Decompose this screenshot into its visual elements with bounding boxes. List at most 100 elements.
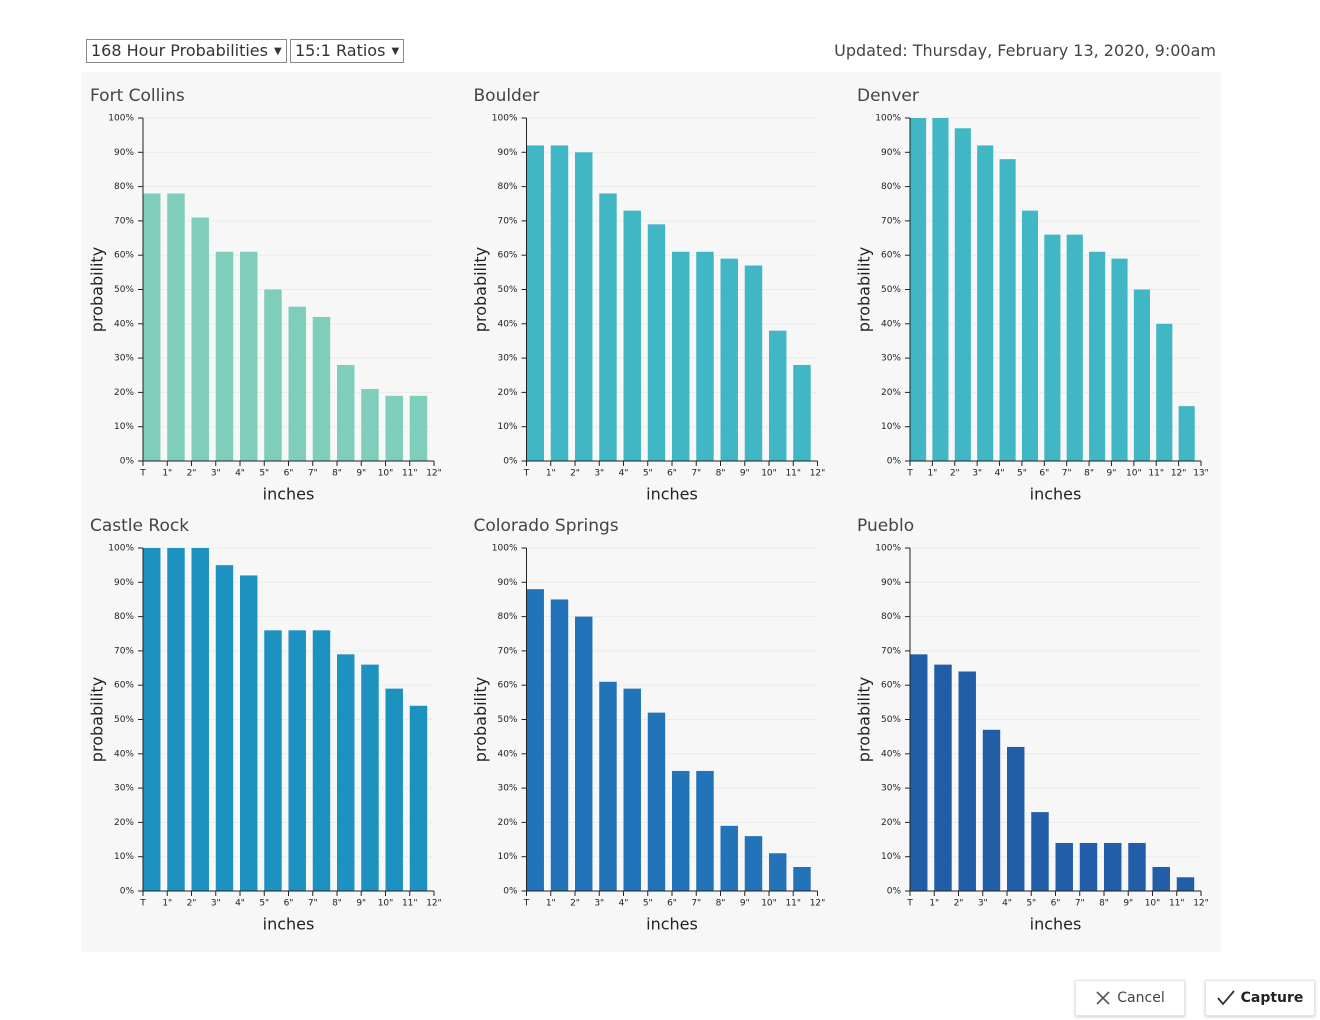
bar	[264, 630, 282, 891]
period-dropdown[interactable]: 168 Hour Probabilities ▼	[86, 39, 287, 63]
bar	[1021, 210, 1039, 461]
x-tick-label: 8"	[332, 469, 342, 479]
x-tick-label: 9"	[1123, 899, 1133, 909]
bar	[672, 770, 690, 891]
ratio-dropdown[interactable]: 15:1 Ratios ▼	[290, 39, 405, 63]
y-tick-label: 20%	[114, 818, 134, 828]
y-tick-label: 10%	[497, 852, 517, 862]
y-axis-label: probability	[855, 677, 874, 762]
capture-icon	[1216, 990, 1235, 1006]
x-axis-label: inches	[1030, 915, 1082, 934]
bar	[575, 152, 593, 462]
x-tick-label: 1"	[546, 899, 556, 909]
chart-title: Castle Rock	[90, 516, 189, 536]
x-tick-label: 2"	[187, 469, 197, 479]
x-tick-label: 12"	[426, 469, 442, 479]
x-tick-label: 5"	[1017, 469, 1027, 479]
bar	[1007, 746, 1025, 891]
bar	[1178, 406, 1195, 461]
bar	[769, 853, 787, 891]
bar	[599, 193, 617, 461]
bar	[769, 330, 787, 461]
bar	[337, 364, 355, 461]
x-tick-label: 6"	[284, 899, 294, 909]
x-axis-label: inches	[263, 915, 315, 934]
bar	[672, 251, 690, 461]
bar	[361, 388, 379, 461]
x-tick-label: 5"	[259, 469, 269, 479]
y-tick-label: 90%	[497, 148, 517, 158]
y-tick-label: 30%	[114, 354, 134, 364]
y-tick-label: 80%	[881, 612, 901, 622]
bar	[361, 664, 379, 891]
x-tick-label: 10"	[378, 469, 394, 479]
x-tick-label: 13"	[1193, 469, 1209, 479]
bar	[1079, 842, 1098, 891]
capture-button[interactable]: Capture	[1205, 980, 1315, 1016]
x-tick-label: 7"	[691, 899, 701, 909]
bar	[982, 729, 1001, 891]
bar	[1152, 866, 1170, 891]
bar	[1133, 289, 1150, 461]
x-tick-label: 9"	[740, 899, 750, 909]
y-tick-label: 40%	[114, 319, 134, 329]
x-tick-label: 5"	[259, 899, 269, 909]
x-tick-label: 7"	[1062, 469, 1072, 479]
x-tick-label: 7"	[308, 469, 318, 479]
y-tick-label: 0%	[120, 887, 135, 897]
y-tick-label: 0%	[503, 457, 518, 467]
bar	[999, 159, 1016, 461]
y-tick-label: 20%	[497, 388, 517, 398]
x-tick-label: 1"	[929, 899, 939, 909]
x-tick-label: 8"	[1099, 899, 1109, 909]
bar	[264, 289, 282, 461]
bar	[934, 664, 952, 891]
bar	[1156, 323, 1173, 461]
y-tick-label: 90%	[881, 148, 901, 158]
bar	[288, 630, 306, 891]
bar	[550, 145, 569, 461]
x-tick-label: 6"	[1051, 899, 1061, 909]
bar	[191, 548, 209, 891]
bar	[954, 128, 971, 462]
y-tick-label: 40%	[881, 749, 901, 759]
x-tick-label: 4"	[619, 899, 629, 909]
bar	[958, 671, 976, 891]
x-tick-label: 10"	[761, 469, 777, 479]
x-tick-label: 10"	[1145, 899, 1161, 909]
chart-title: Boulder	[474, 86, 540, 106]
cancel-button[interactable]: Cancel	[1075, 980, 1185, 1016]
bar	[599, 681, 617, 891]
y-tick-label: 10%	[881, 852, 901, 862]
capture-label: Capture	[1240, 990, 1304, 1006]
y-tick-label: 50%	[881, 285, 901, 295]
y-tick-label: 30%	[497, 354, 517, 364]
bar	[526, 145, 544, 461]
x-tick-label: 4"	[995, 469, 1005, 479]
x-tick-label: 10"	[378, 899, 394, 909]
bar	[1031, 812, 1049, 891]
x-tick-label: 11"	[402, 469, 418, 479]
x-tick-label: 11"	[1148, 469, 1164, 479]
x-tick-label: 5"	[1026, 899, 1036, 909]
x-tick-label: 6"	[667, 899, 677, 909]
bar	[240, 251, 258, 461]
y-tick-label: 10%	[114, 852, 134, 862]
chart-title: Fort Collins	[90, 86, 185, 106]
y-tick-label: 30%	[881, 784, 901, 794]
bar	[409, 705, 428, 891]
bar	[623, 210, 641, 461]
x-tick-label: 4"	[1002, 899, 1012, 909]
x-tick-label: 7"	[1075, 899, 1085, 909]
period-label: 168 Hour Probabilities	[91, 41, 268, 60]
x-tick-label: T	[523, 469, 530, 479]
y-tick-label: 100%	[875, 114, 901, 124]
x-tick-label: 9"	[356, 899, 366, 909]
bar	[793, 364, 811, 461]
chart-title: Colorado Springs	[474, 516, 619, 536]
x-tick-label: 7"	[308, 899, 318, 909]
y-tick-label: 60%	[881, 251, 901, 261]
y-tick-label: 90%	[114, 578, 134, 588]
bar	[910, 654, 928, 891]
y-axis-label: probability	[88, 247, 107, 332]
